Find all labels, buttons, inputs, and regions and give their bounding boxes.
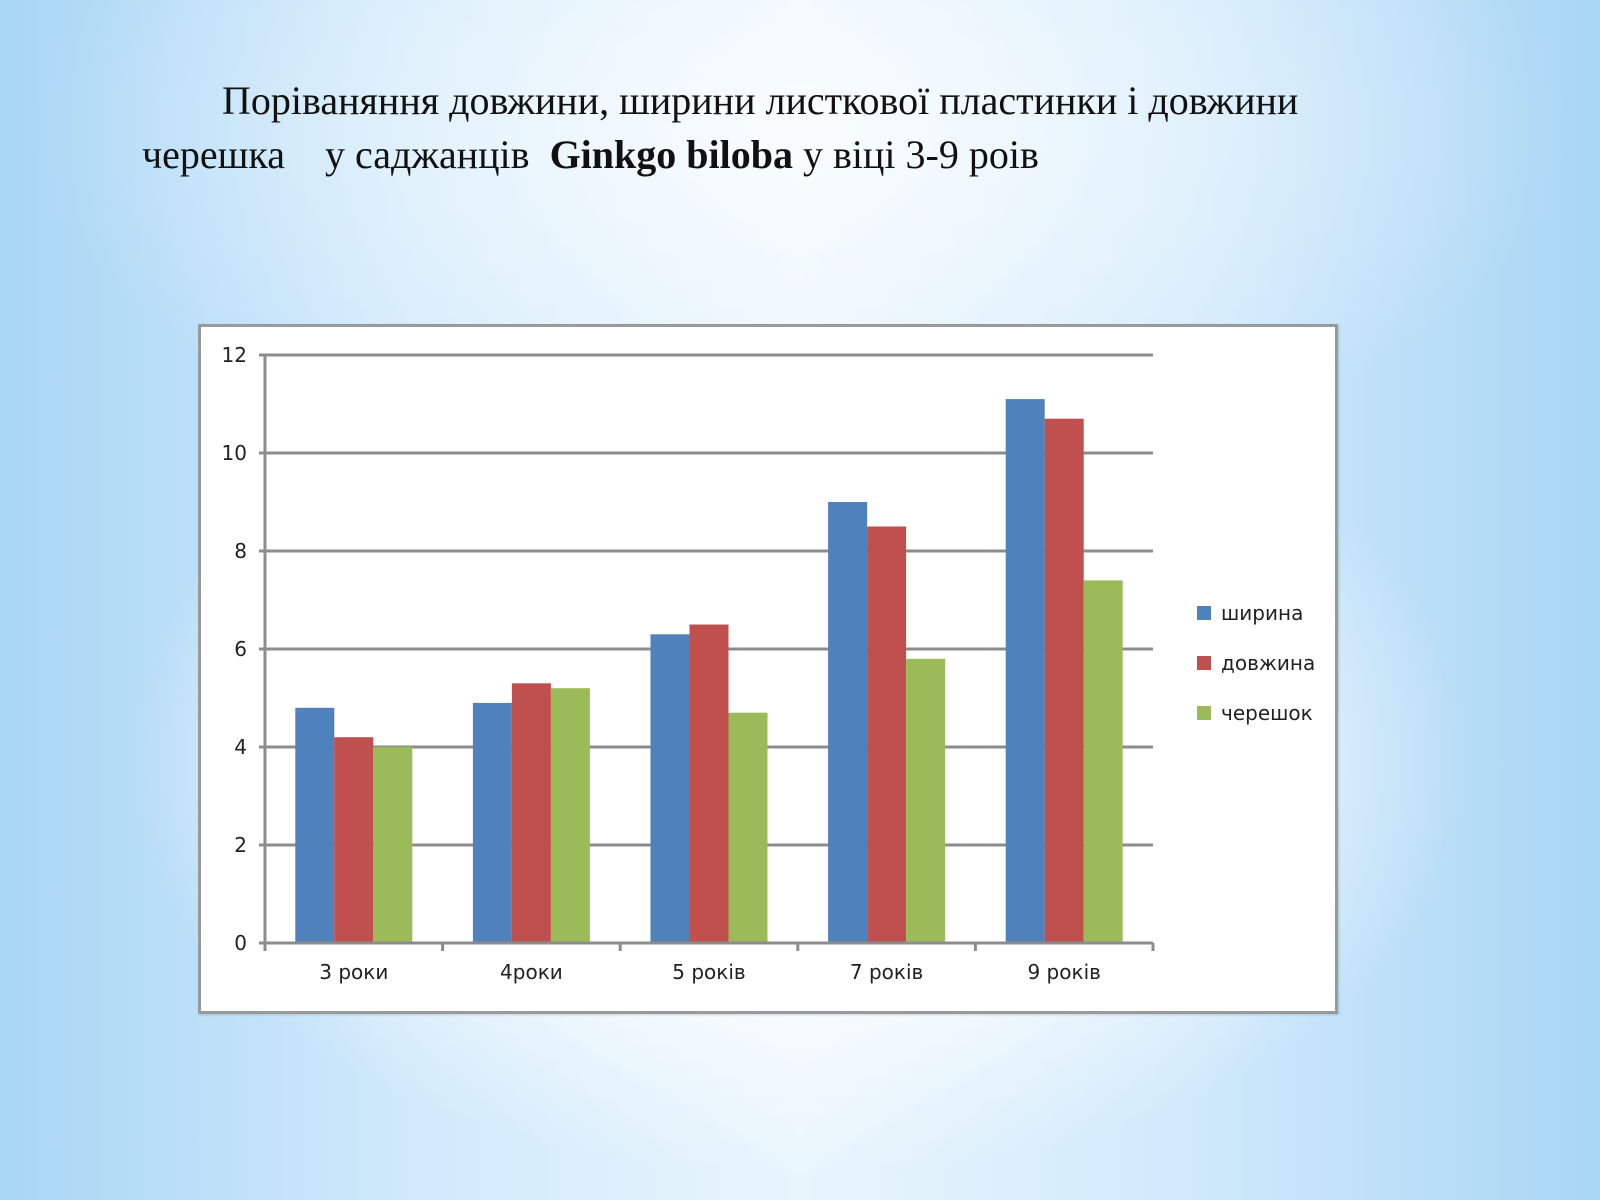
bar-черешок-7 років xyxy=(906,658,946,943)
bar-ширина-3 роки xyxy=(295,707,335,943)
slide-title: Поріваняння довжини, ширини листкової пл… xyxy=(142,74,1462,182)
legend-label: ширина xyxy=(1221,601,1303,625)
bar-черешок-3 роки xyxy=(373,747,413,943)
x-tick-label: 7 років xyxy=(850,960,923,984)
bar-черешок-5 років xyxy=(728,712,768,943)
chart-frame: 0 2 4 6 8 10 12 3 роки 4роки 5 років 7 років 9 рокі… xyxy=(198,324,1338,1014)
title-line-2-end: у віці 3-9 роів xyxy=(793,132,1039,177)
bar-довжина-5 років xyxy=(689,624,729,943)
bar-черешок-9 років xyxy=(1083,580,1123,943)
legend-swatch-довжина xyxy=(1197,656,1211,670)
y-tick-label: 6 xyxy=(234,637,247,661)
y-tick-label: 0 xyxy=(234,931,247,955)
y-tick-label: 8 xyxy=(234,539,247,563)
y-tick-label: 2 xyxy=(234,833,247,857)
y-tick-label: 4 xyxy=(234,735,247,759)
bar-ширина-9 років xyxy=(1005,399,1045,944)
legend-label: черешок xyxy=(1221,701,1313,725)
title-line-2: черешка у саджанців Ginkgo biloba у віці… xyxy=(142,128,1462,182)
x-tick-label: 3 роки xyxy=(319,960,388,984)
species-name: Ginkgo biloba xyxy=(549,132,793,177)
legend-swatch-черешок xyxy=(1197,706,1211,720)
y-tick-label: 12 xyxy=(222,343,247,367)
title-line-2-start: черешка у саджанців xyxy=(142,132,550,177)
bar-chart: 0 2 4 6 8 10 12 3 роки 4роки 5 років 7 років 9 рокі… xyxy=(222,343,1316,984)
bar-ширина-5 років xyxy=(650,634,690,943)
bar-ширина-7 років xyxy=(828,502,868,943)
legend-swatch-ширина xyxy=(1197,606,1211,620)
bar-довжина-4роки xyxy=(511,683,551,943)
y-tick-label: 10 xyxy=(222,441,247,465)
bar-довжина-9 років xyxy=(1044,418,1084,943)
bar-довжина-7 років xyxy=(867,526,907,943)
bar-ширина-4роки xyxy=(472,702,512,943)
x-tick-label: 9 років xyxy=(1027,960,1100,984)
bar-довжина-3 роки xyxy=(334,737,374,943)
x-tick-label: 4роки xyxy=(500,960,563,984)
x-tick-label: 5 років xyxy=(672,960,745,984)
title-line-1: Поріваняння довжини, ширини листкової пл… xyxy=(222,78,1299,123)
legend-label: довжина xyxy=(1221,651,1315,675)
bar-черешок-4роки xyxy=(550,688,590,943)
